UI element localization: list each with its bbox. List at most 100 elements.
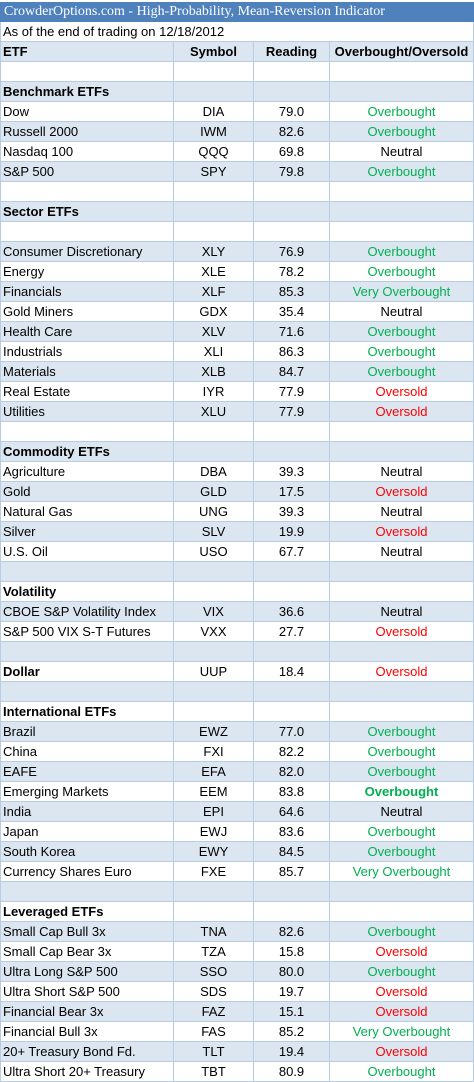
table-row: Gold Miners GDX 35.4 Neutral (0, 302, 474, 322)
table-row: EAFE EFA 82.0 Overbought (0, 762, 474, 782)
empty-cell (330, 582, 474, 602)
etf-symbol: VXX (174, 622, 254, 642)
etf-status: Oversold (330, 1042, 474, 1062)
etf-symbol: XLY (174, 242, 254, 262)
etf-reading: 79.8 (254, 162, 330, 182)
table-row: Materials XLB 84.7 Overbought (0, 362, 474, 382)
etf-symbol: EFA (174, 762, 254, 782)
etf-status: Oversold (330, 1002, 474, 1022)
etf-reading: 39.3 (254, 502, 330, 522)
etf-reading: 84.7 (254, 362, 330, 382)
etf-status: Oversold (330, 942, 474, 962)
table-row: Industrials XLI 86.3 Overbought (0, 342, 474, 362)
etf-name: Agriculture (0, 462, 174, 482)
etf-status: Neutral (330, 302, 474, 322)
etf-reading: 67.7 (254, 542, 330, 562)
section-header-row: Leveraged ETFs (0, 902, 474, 922)
etf-symbol: DBA (174, 462, 254, 482)
etf-status: Overbought (330, 262, 474, 282)
etf-symbol: TZA (174, 942, 254, 962)
etf-name: CBOE S&P Volatility Index (0, 602, 174, 622)
empty-cell (174, 442, 254, 462)
table-row: CBOE S&P Volatility Index VIX 36.6 Neutral (0, 602, 474, 622)
etf-reading: 69.8 (254, 142, 330, 162)
section-header-row: Volatility (0, 582, 474, 602)
etf-symbol: QQQ (174, 142, 254, 162)
etf-status: Oversold (330, 622, 474, 642)
section-title: International ETFs (0, 702, 174, 722)
etf-reading: 84.5 (254, 842, 330, 862)
empty-cell (330, 202, 474, 222)
blank-row (0, 182, 474, 202)
etf-name: EAFE (0, 762, 174, 782)
etf-status: Overbought (330, 1062, 474, 1082)
etf-name: Financial Bull 3x (0, 1022, 174, 1042)
etf-status: Neutral (330, 462, 474, 482)
blank-row (0, 642, 474, 662)
etf-symbol: GDX (174, 302, 254, 322)
section-title: Leveraged ETFs (0, 902, 174, 922)
etf-reading: 77.0 (254, 722, 330, 742)
etf-status: Neutral (330, 502, 474, 522)
etf-reading: 71.6 (254, 322, 330, 342)
section-title: Volatility (0, 582, 174, 602)
table-row: China FXI 82.2 Overbought (0, 742, 474, 762)
empty-cell (174, 202, 254, 222)
etf-status: Overbought (330, 162, 474, 182)
empty-cell (0, 682, 174, 702)
etf-reading: 15.1 (254, 1002, 330, 1022)
etf-name: Gold Miners (0, 302, 174, 322)
empty-cell (254, 222, 330, 242)
etf-symbol: EWZ (174, 722, 254, 742)
table-row: U.S. Oil USO 67.7 Neutral (0, 542, 474, 562)
blank-row (0, 222, 474, 242)
blank-row (0, 682, 474, 702)
etf-name: Ultra Short S&P 500 (0, 982, 174, 1002)
etf-symbol: XLV (174, 322, 254, 342)
etf-reading: 76.9 (254, 242, 330, 262)
column-header-row: ETF Symbol Reading Overbought/Oversold (0, 42, 474, 62)
etf-name: Small Cap Bull 3x (0, 922, 174, 942)
section-header-row: Sector ETFs (0, 202, 474, 222)
empty-cell (0, 62, 174, 82)
empty-cell (254, 702, 330, 722)
empty-cell (174, 582, 254, 602)
etf-reading: 19.7 (254, 982, 330, 1002)
empty-cell (0, 422, 174, 442)
table-row: Health Care XLV 71.6 Overbought (0, 322, 474, 342)
blank-row (0, 62, 474, 82)
table-row: S&P 500 VIX S-T Futures VXX 27.7 Oversold (0, 622, 474, 642)
empty-cell (330, 902, 474, 922)
etf-name: Russell 2000 (0, 122, 174, 142)
etf-reading: 77.9 (254, 382, 330, 402)
empty-cell (174, 82, 254, 102)
etf-status: Neutral (330, 542, 474, 562)
etf-reading: 27.7 (254, 622, 330, 642)
etf-name: Energy (0, 262, 174, 282)
empty-cell (174, 882, 254, 902)
etf-symbol: EPI (174, 802, 254, 822)
empty-cell (174, 562, 254, 582)
etf-status: Overbought (330, 762, 474, 782)
etf-status: Very Overbought (330, 282, 474, 302)
etf-reading: 82.0 (254, 762, 330, 782)
table-row: Financial Bear 3x FAZ 15.1 Oversold (0, 1002, 474, 1022)
empty-cell (254, 442, 330, 462)
etf-status: Very Overbought (330, 1022, 474, 1042)
etf-symbol: UNG (174, 502, 254, 522)
etf-symbol: EWY (174, 842, 254, 862)
etf-status: Oversold (330, 482, 474, 502)
table-row: Real Estate IYR 77.9 Oversold (0, 382, 474, 402)
table-row: South Korea EWY 84.5 Overbought (0, 842, 474, 862)
table-row: Energy XLE 78.2 Overbought (0, 262, 474, 282)
section-title: Sector ETFs (0, 202, 174, 222)
etf-reading: 78.2 (254, 262, 330, 282)
etf-symbol: XLI (174, 342, 254, 362)
etf-status: Overbought (330, 122, 474, 142)
etf-name: Financial Bear 3x (0, 1002, 174, 1022)
table-row: Small Cap Bear 3x TZA 15.8 Oversold (0, 942, 474, 962)
etf-symbol: FXE (174, 862, 254, 882)
etf-reading: 18.4 (254, 662, 330, 682)
empty-cell (254, 902, 330, 922)
etf-name: Japan (0, 822, 174, 842)
